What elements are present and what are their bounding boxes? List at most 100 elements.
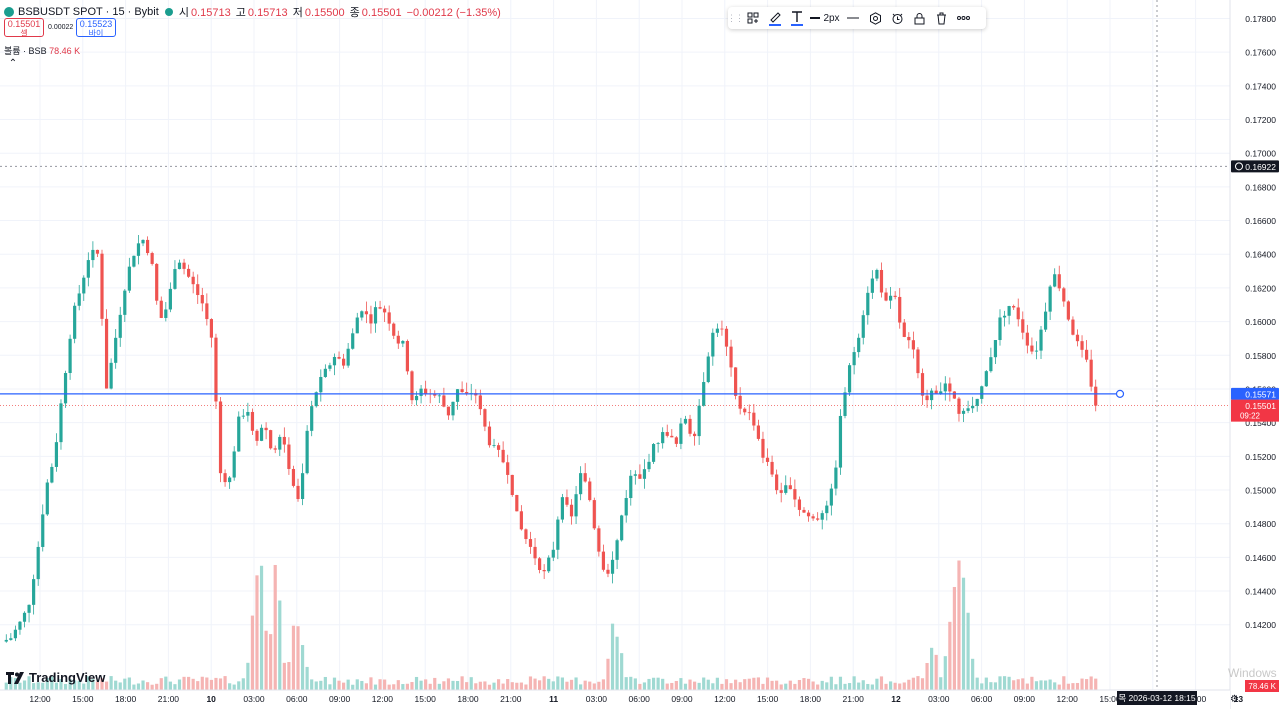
candle-body — [159, 300, 163, 318]
volume-bar — [1030, 676, 1034, 690]
volume-bar — [4, 682, 8, 690]
buy-button[interactable]: 0.15523 바이 — [76, 18, 116, 38]
volume-bar — [496, 679, 501, 690]
tradingview-logo[interactable]: TradingView — [6, 670, 105, 685]
volume-label: 볼륨 · BSB — [4, 46, 47, 56]
alert-icon[interactable] — [886, 7, 908, 29]
volume-bar — [136, 683, 141, 690]
x-tick-label: 21:00 — [158, 694, 180, 704]
volume-bar — [679, 678, 683, 690]
candle-body — [889, 295, 893, 301]
collapse-legend-icon[interactable]: ⌃ — [8, 58, 18, 69]
volume-bar — [205, 677, 209, 690]
candle-body — [123, 290, 127, 315]
candle-body — [770, 461, 774, 475]
x-tick-label: 09:00 — [1014, 694, 1036, 704]
line-width-label: 2px — [823, 12, 840, 24]
symbol-name[interactable]: BSBUSDT SPOT · 15 · Bybit — [18, 6, 159, 18]
candle-body — [228, 477, 232, 483]
volume-bar — [743, 679, 747, 690]
drag-handle-icon[interactable]: ⋮⋮ — [727, 12, 744, 23]
volume-bar — [396, 680, 400, 690]
templates-icon[interactable] — [742, 7, 764, 29]
last-price-text: 0.15501 — [1245, 401, 1276, 411]
more-options-icon[interactable] — [952, 7, 974, 29]
volume-legend[interactable]: 볼륨 · BSB 78.46 K — [4, 44, 80, 57]
x-tick-label: 18:00 — [115, 694, 137, 704]
volume-bar — [806, 678, 811, 690]
volume-bar — [825, 682, 829, 690]
volume-bar — [943, 656, 947, 690]
candle-body — [775, 474, 779, 491]
volume-bar — [32, 683, 36, 690]
volume-bar — [993, 682, 998, 690]
volume-bar — [515, 682, 519, 690]
candle-body — [314, 392, 318, 407]
volume-bar — [305, 666, 309, 690]
volume-bar — [1021, 678, 1025, 690]
volume-bar — [287, 662, 291, 690]
candle-body — [638, 474, 642, 479]
volume-bar — [875, 678, 879, 690]
candle-body — [724, 328, 729, 347]
candle-body — [857, 337, 861, 353]
delete-trash-icon[interactable] — [930, 7, 952, 29]
volume-bar — [9, 677, 13, 690]
volume-bar — [811, 681, 815, 690]
candle-body — [223, 473, 227, 483]
candle-body — [460, 389, 464, 393]
lock-icon[interactable] — [908, 7, 930, 29]
volume-bar — [510, 682, 514, 690]
volume-bar — [980, 683, 984, 690]
candle-body — [533, 546, 537, 559]
volume-bar — [661, 678, 665, 690]
volume-bar — [665, 683, 669, 690]
text-color-icon[interactable] — [786, 7, 808, 29]
line-width-button[interactable]: 2px — [808, 7, 842, 29]
axis-settings-icon[interactable]: ⚙ — [1230, 694, 1239, 705]
candle-body — [478, 395, 482, 410]
candle-body — [779, 490, 783, 493]
candle-body — [300, 473, 305, 500]
candle-body — [989, 357, 993, 372]
volume-bar — [63, 683, 68, 690]
volume-bar — [410, 682, 414, 690]
volume-bar — [711, 683, 715, 690]
sell-button[interactable]: 0.15501 셀 — [4, 18, 44, 38]
line-color-icon[interactable] — [764, 7, 786, 29]
candle-body — [688, 418, 692, 434]
volume-bar — [688, 679, 692, 690]
volume-bar — [838, 676, 843, 690]
volume-bar — [601, 679, 606, 690]
line-style-icon[interactable] — [842, 7, 864, 29]
candle-body — [975, 398, 979, 406]
volume-bar — [724, 679, 729, 690]
candle-body — [1089, 359, 1093, 387]
volume-bar — [606, 658, 610, 690]
volume-bar — [984, 677, 988, 690]
candle-body — [743, 408, 747, 413]
candle-body — [670, 435, 674, 438]
volume-bar — [961, 577, 966, 690]
volume-bar — [50, 676, 54, 690]
candle-body — [323, 368, 327, 377]
horizontal-line-handle — [1115, 389, 1125, 398]
volume-bar — [364, 683, 368, 690]
volume-bar — [446, 678, 451, 690]
volume-bar — [501, 683, 505, 690]
candle-body — [104, 318, 109, 389]
volume-bar — [1025, 683, 1029, 690]
price-axis-bg — [1230, 0, 1280, 709]
candle-body — [396, 335, 400, 344]
candle-body — [834, 467, 838, 489]
volume-bar — [547, 678, 551, 690]
settings-gear-icon[interactable] — [864, 7, 886, 29]
windows-activation-watermark: Windows — [1228, 666, 1277, 680]
candle-body — [437, 395, 441, 397]
volume-bar — [22, 680, 27, 690]
candle-body — [943, 383, 947, 392]
candle-body — [692, 433, 697, 437]
candle-body — [332, 356, 337, 366]
candle-body — [838, 415, 843, 468]
